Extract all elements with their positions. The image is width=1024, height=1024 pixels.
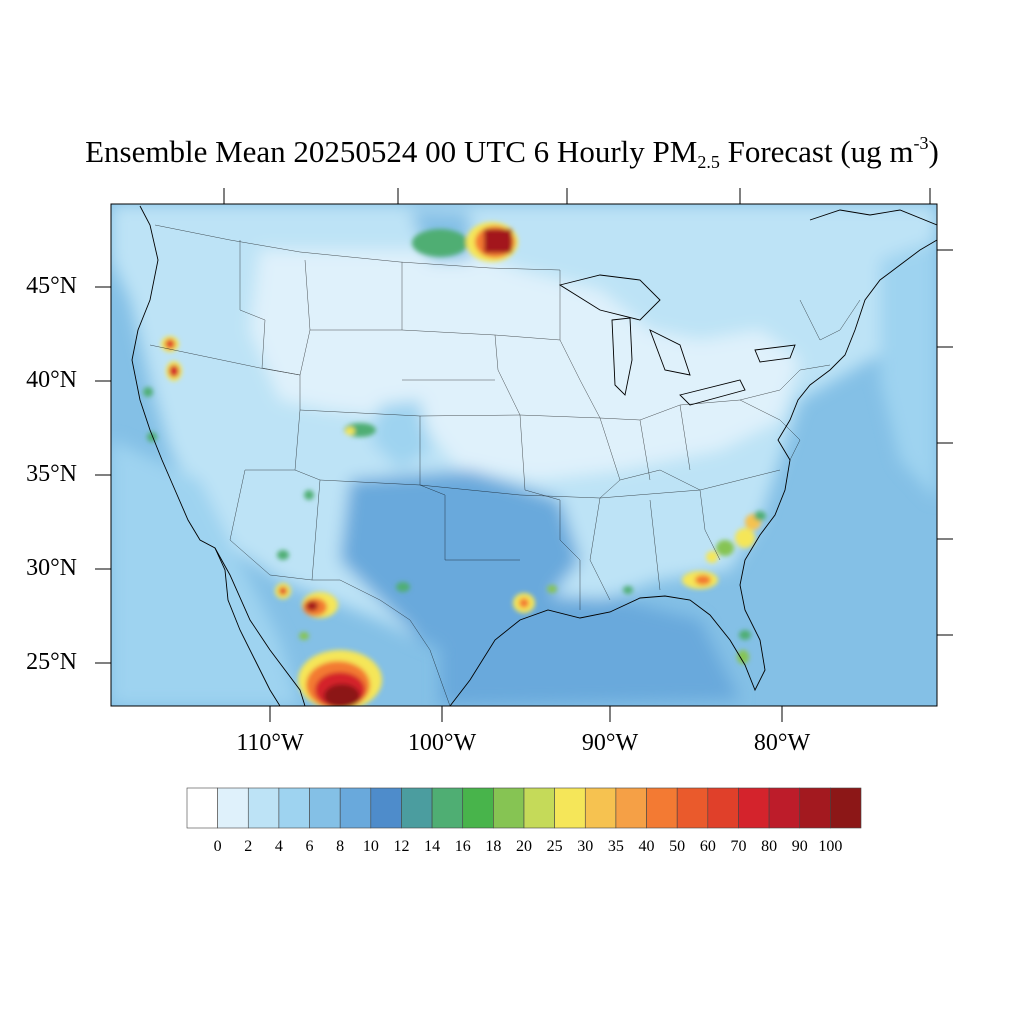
coastlines bbox=[131, 205, 937, 706]
colorado-haze bbox=[370, 400, 430, 470]
colorbar-tick-label: 2 bbox=[244, 838, 253, 855]
colorbar-swatch bbox=[768, 787, 801, 829]
title-superscript: -3 bbox=[913, 133, 929, 153]
colorbar-swatch bbox=[493, 787, 525, 829]
canada-border bbox=[154, 224, 561, 271]
colorbar-swatch bbox=[309, 787, 341, 829]
st-lawrence bbox=[809, 209, 937, 226]
colorbar-swatch bbox=[738, 787, 770, 829]
bottom-ticks bbox=[269, 706, 783, 722]
colorbar-tick-label: 8 bbox=[336, 838, 345, 855]
colorbar-swatch bbox=[186, 787, 218, 829]
colorbar-swatch bbox=[554, 787, 586, 829]
colorbar-swatch bbox=[247, 787, 280, 829]
colorbar-swatch bbox=[584, 787, 617, 829]
colorbar-tick-label: 12 bbox=[393, 838, 410, 855]
lake-ontario bbox=[754, 344, 796, 363]
map-title: Ensemble Mean 20250524 00 UTC 6 Hourly P… bbox=[0, 133, 1024, 172]
colorbar-tick-label: 40 bbox=[638, 838, 655, 855]
hotspots bbox=[143, 222, 766, 706]
lon-label-110w: 110°W bbox=[236, 730, 304, 756]
title-mid: Forecast (ug m bbox=[719, 134, 914, 169]
map-frame bbox=[110, 203, 938, 707]
colorbar-tick-label: 30 bbox=[577, 838, 594, 855]
colorbar-swatch bbox=[615, 787, 647, 829]
colorbar-swatch bbox=[370, 787, 402, 829]
colorbar-swatch bbox=[523, 787, 555, 829]
pacific-haze bbox=[111, 440, 300, 706]
atlantic-haze bbox=[880, 240, 937, 500]
colorbar-swatch bbox=[401, 787, 433, 829]
right-ticks bbox=[937, 249, 953, 636]
gulf-atlantic-coast bbox=[449, 239, 937, 706]
colorbar bbox=[186, 787, 862, 829]
baja-coast bbox=[214, 547, 281, 706]
colorbar-tick-label: 0 bbox=[213, 838, 222, 855]
state-borders bbox=[149, 224, 861, 706]
title-subscript: 2.5 bbox=[697, 152, 720, 172]
colorbar-swatch bbox=[799, 787, 831, 829]
colorbar-tick-label: 10 bbox=[362, 838, 379, 855]
lat-label-25: 25°N bbox=[26, 649, 77, 675]
colorbar-swatch bbox=[676, 787, 709, 829]
west-coast bbox=[131, 205, 306, 706]
colorbar-tick-label: 20 bbox=[516, 838, 532, 855]
colorbar-tick-label: 80 bbox=[761, 838, 778, 855]
lon-label-100w: 100°W bbox=[407, 730, 477, 756]
left-ticks bbox=[95, 286, 111, 664]
colorbar-tick-label: 70 bbox=[730, 838, 747, 855]
top-ticks bbox=[223, 188, 931, 204]
lat-label-30: 30°N bbox=[26, 555, 77, 581]
colorbar-swatch bbox=[431, 787, 464, 829]
colorbar-tick-label: 25 bbox=[546, 838, 563, 855]
colorbar-tick-label: 50 bbox=[669, 838, 686, 855]
lat-label-40: 40°N bbox=[26, 367, 77, 393]
colorbar-tick-label: 100 bbox=[818, 838, 843, 855]
colorbar-tick-label: 35 bbox=[607, 838, 624, 855]
colorbar-swatch bbox=[217, 787, 249, 829]
colorbar-swatch bbox=[278, 787, 310, 829]
lake-michigan bbox=[611, 317, 633, 396]
map-field bbox=[111, 204, 937, 706]
clean-air-region bbox=[250, 250, 800, 480]
mexico-border bbox=[312, 579, 451, 706]
colorbar-swatch bbox=[646, 787, 678, 829]
colorbar-tick-label: 6 bbox=[305, 838, 314, 855]
title-end: ) bbox=[928, 134, 939, 169]
lake-superior bbox=[558, 274, 661, 321]
colorbar-tick-label: 4 bbox=[274, 838, 283, 855]
colorbar-swatch bbox=[462, 787, 494, 829]
lake-erie bbox=[679, 379, 746, 406]
colorbar-tick-label: 60 bbox=[699, 838, 716, 855]
title-main: Ensemble Mean 20250524 00 UTC 6 Hourly P… bbox=[85, 134, 698, 169]
colorbar-tick-label: 90 bbox=[791, 838, 808, 855]
colorbar-tick-label: 16 bbox=[454, 838, 471, 855]
lon-label-80w: 80°W bbox=[753, 730, 811, 756]
colorbar-tick-label: 14 bbox=[424, 838, 441, 855]
colorbar-swatch bbox=[707, 787, 739, 829]
lat-label-35: 35°N bbox=[26, 461, 77, 487]
colorbar-swatch bbox=[830, 787, 862, 829]
lake-huron bbox=[649, 329, 691, 376]
colorbar-swatch bbox=[339, 787, 372, 829]
lat-label-45: 45°N bbox=[26, 273, 77, 299]
gulf-haze bbox=[440, 590, 740, 706]
colorbar-tick-label: 18 bbox=[485, 838, 502, 855]
lon-label-90w: 90°W bbox=[581, 730, 639, 756]
